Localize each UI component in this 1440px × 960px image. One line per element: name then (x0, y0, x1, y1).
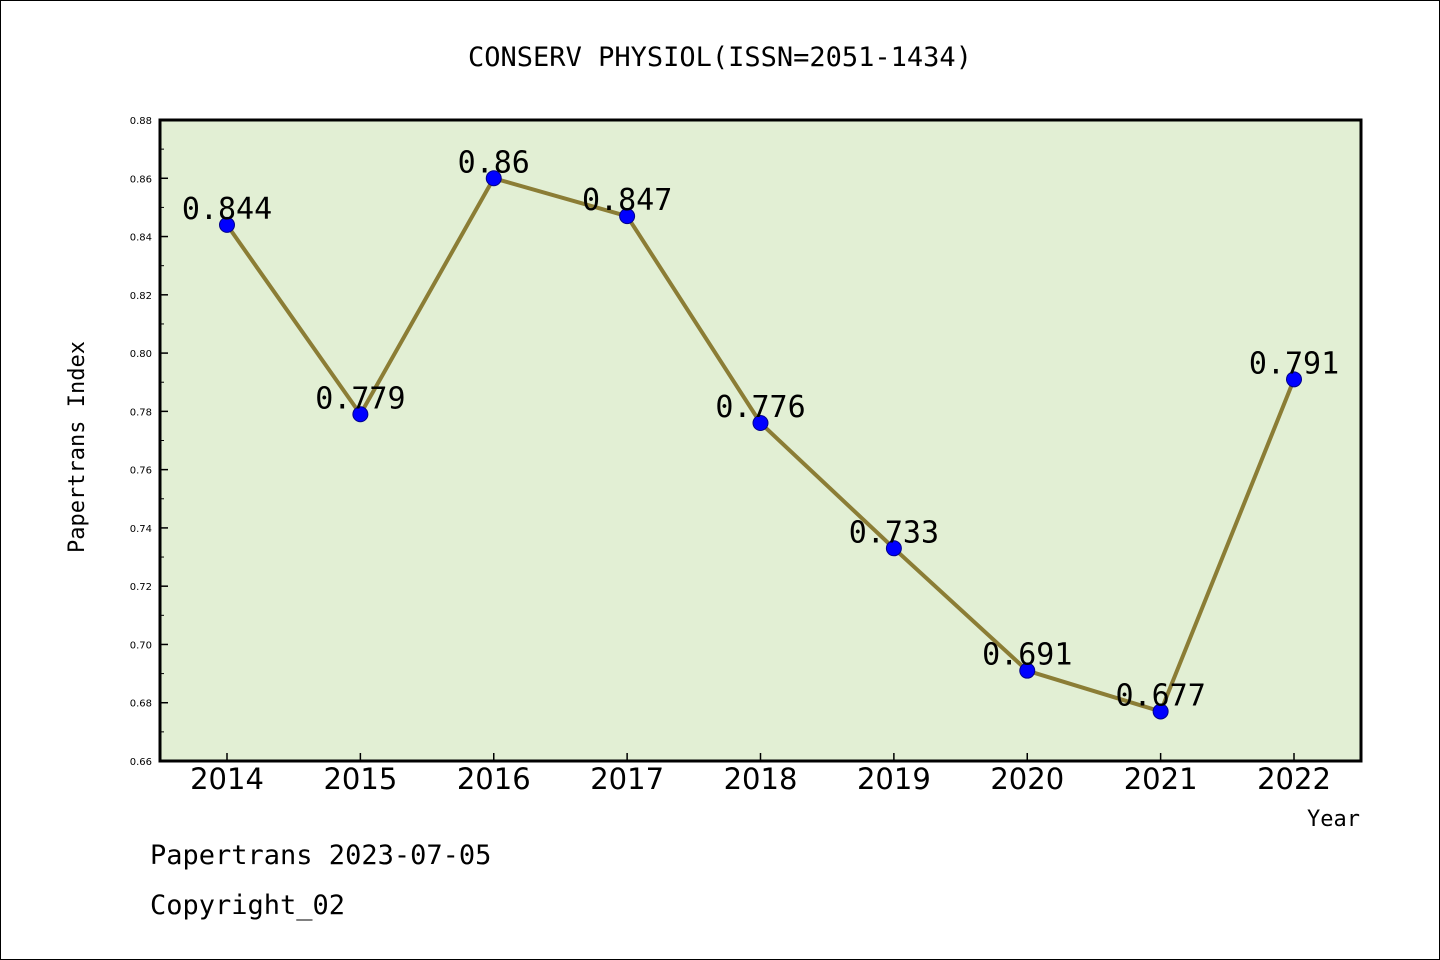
x-tick-label: 2021 (1124, 762, 1198, 796)
x-tick-label: 2022 (1257, 762, 1331, 796)
data-label: 0.847 (582, 183, 672, 218)
data-point (885, 540, 902, 557)
plot-area (160, 120, 1361, 761)
y-tick-label: 0.86 (130, 174, 152, 185)
data-point (752, 415, 769, 432)
y-tick-label: 0.70 (130, 640, 152, 651)
y-tick-label: 0.68 (130, 699, 152, 710)
data-label: 0.691 (982, 638, 1072, 673)
plot-border (158, 118, 1363, 763)
data-point (1019, 662, 1036, 679)
y-tick-label: 0.84 (130, 233, 152, 244)
y-tick-label: 0.78 (130, 407, 152, 418)
footer-copyright: Copyright_02 (150, 890, 345, 921)
y-tick-label: 0.82 (130, 291, 152, 302)
data-label: 0.776 (715, 390, 805, 425)
x-tick-label: 2017 (590, 762, 664, 796)
series-group: 0.844 0.779 0.86 0.847 0.776 0.733 0.691 0.677 0… (182, 145, 1339, 720)
data-point (619, 208, 636, 225)
data-point (1286, 371, 1302, 388)
x-axis-label: Year (1307, 807, 1360, 832)
data-point (352, 406, 369, 423)
x-tick-label: 2018 (724, 762, 798, 796)
y-tick-label: 0.74 (130, 524, 152, 535)
x-tick-label: 2020 (990, 762, 1064, 796)
data-label: 0.677 (1115, 678, 1205, 713)
data-label: 0.791 (1249, 346, 1339, 381)
y-tick-label: 0.88 (130, 116, 152, 127)
data-point (1152, 703, 1169, 720)
data-label: 0.86 (458, 145, 530, 180)
x-tick-label: 2014 (190, 762, 264, 796)
y-tick-label: 0.66 (130, 757, 152, 768)
chart-title: CONSERV PHYSIOL(ISSN=2051-1434) (468, 42, 972, 73)
x-tick-label: 2015 (323, 762, 397, 796)
x-tick-label: 2019 (857, 762, 931, 796)
data-label: 0.779 (315, 381, 405, 416)
y-axis-label: Papertrans Index (65, 341, 90, 553)
x-tick-label: 2016 (457, 762, 531, 796)
x-axis: 2014 2015 2016 2017 2018 2019 2020 2021 2022 (190, 753, 1331, 796)
data-label: 0.844 (182, 192, 272, 227)
y-tick-label: 0.76 (130, 466, 152, 477)
data-point (485, 170, 502, 187)
y-tick-label: 0.80 (130, 349, 152, 360)
y-tick-label: 0.72 (130, 582, 152, 593)
data-point (219, 216, 235, 233)
data-label: 0.733 (849, 515, 939, 550)
footer-date: Papertrans 2023-07-05 (150, 840, 491, 871)
